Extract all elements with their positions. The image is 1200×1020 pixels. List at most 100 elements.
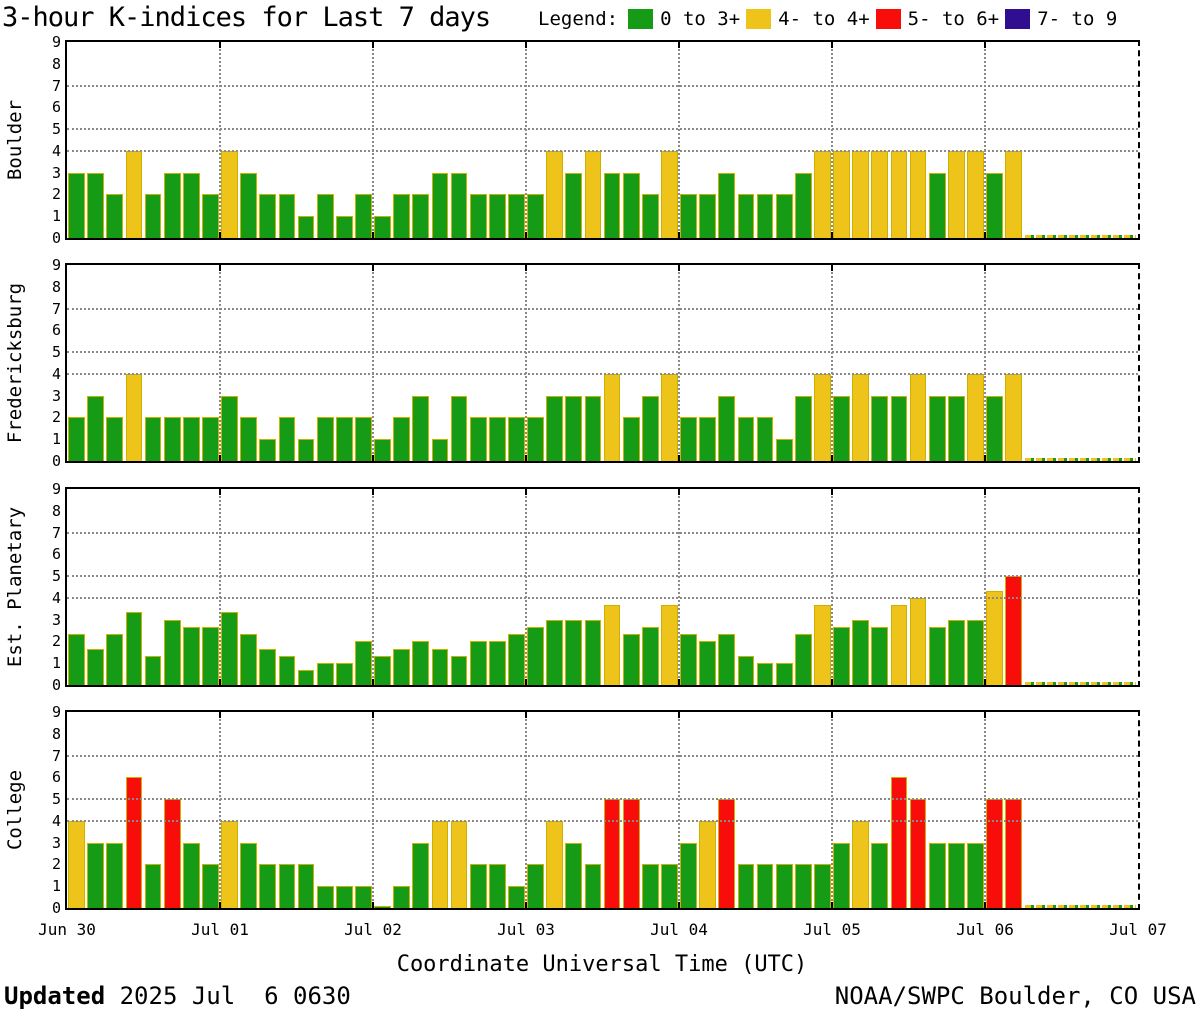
- k-index-bar: [756, 663, 774, 685]
- k-index-bar: [794, 395, 812, 461]
- k-index-bar: [909, 597, 927, 685]
- y-tick-label: 2: [51, 855, 61, 874]
- y-tick-label: 5: [51, 120, 61, 139]
- k-index-bar: [144, 194, 162, 238]
- day-tick: [831, 232, 833, 238]
- k-index-bar: [259, 864, 277, 908]
- panel-college: 9 8 7 6 5 4 3 2 1 0: [52, 704, 1140, 916]
- k-index-bar: [603, 605, 621, 685]
- k-index-bar: [584, 619, 602, 685]
- k-index-bar: [182, 626, 200, 685]
- k-index-bar: [316, 886, 334, 908]
- k-index-bar: [947, 619, 965, 685]
- k-index-bar: [335, 886, 353, 908]
- day-tick: [219, 455, 221, 461]
- k-index-bar: [871, 626, 889, 685]
- y-tick-label: 8: [51, 724, 61, 743]
- k-index-bar: [508, 417, 525, 461]
- k-index-bar: [163, 417, 181, 461]
- y-tick-label: 5: [51, 343, 61, 362]
- day-tick: [219, 679, 221, 685]
- day-tick: [372, 232, 374, 238]
- day-tick: [984, 232, 986, 238]
- day-tick: [831, 265, 833, 271]
- k-index-bar: [316, 194, 334, 238]
- k-index-bar: [393, 417, 411, 461]
- legend-label: Legend:: [538, 8, 619, 30]
- day-tick: [525, 902, 527, 908]
- ref-line-k4: [67, 819, 1138, 822]
- y-tick-label: 6: [51, 768, 61, 787]
- y-tick-label: 6: [51, 545, 61, 564]
- k-index-bar: [508, 886, 525, 908]
- k-index-bar: [68, 634, 85, 685]
- date-label: Jul 06: [956, 920, 1014, 939]
- k-index-bar: [278, 656, 296, 685]
- day-tick: [372, 42, 374, 48]
- y-tick-label: 7: [51, 746, 61, 765]
- k-index-bar: [871, 842, 889, 908]
- k-index-bar: [221, 612, 238, 685]
- k-index-bar: [565, 395, 583, 461]
- date-label: Jul 05: [803, 920, 861, 939]
- k-index-bar: [163, 799, 181, 908]
- y-tick-label: 3: [51, 610, 61, 629]
- k-index-bar: [240, 634, 258, 685]
- k-index-bar: [393, 194, 411, 238]
- k-index-bar: [890, 605, 908, 685]
- day-tick: [219, 232, 221, 238]
- legend-item-red: 5- to 6+: [875, 8, 999, 30]
- day-gridline: [678, 265, 680, 461]
- ref-line-k4: [67, 596, 1138, 599]
- date-label: Jul 04: [650, 920, 708, 939]
- day-tick: [984, 489, 986, 495]
- k-index-bar: [928, 395, 946, 461]
- day-gridline: [219, 265, 221, 461]
- y-tick-label: 3: [51, 386, 61, 405]
- k-index-bar: [680, 194, 697, 238]
- y-tick-label: 1: [51, 654, 61, 673]
- k-index-bar: [527, 864, 544, 908]
- ref-line-k7: [67, 754, 1138, 757]
- k-index-bar: [814, 605, 831, 685]
- k-index-bar: [890, 395, 908, 461]
- k-index-bar: [221, 395, 238, 461]
- y-tick-label: 2: [51, 185, 61, 204]
- legend-item-label: 7- to 9: [1037, 8, 1118, 30]
- k-index-bar: [431, 172, 449, 238]
- k-index-bar: [240, 842, 258, 908]
- k-index-bar: [661, 150, 678, 238]
- k-index-bar: [297, 439, 315, 461]
- k-index-bar: [87, 172, 105, 238]
- k-index-bar: [603, 799, 621, 908]
- k-index-bar: [144, 864, 162, 908]
- k-index-bar: [986, 799, 1003, 908]
- day-tick: [984, 265, 986, 271]
- k-index-bar: [182, 172, 200, 238]
- k-index-bar: [641, 864, 659, 908]
- k-index-bar: [603, 172, 621, 238]
- k-index-bar: [641, 395, 659, 461]
- k-index-bar: [565, 619, 583, 685]
- k-index-bar: [546, 820, 564, 908]
- k-index-bar: [450, 172, 468, 238]
- k-index-bar: [661, 864, 678, 908]
- k-index-bar: [814, 150, 831, 238]
- k-index-bar: [794, 172, 812, 238]
- day-tick: [984, 455, 986, 461]
- day-tick: [219, 42, 221, 48]
- k-index-bar: [278, 417, 296, 461]
- day-tick: [831, 902, 833, 908]
- day-gridline: [831, 42, 833, 238]
- day-gridline: [984, 712, 986, 908]
- k-index-bar: [182, 842, 200, 908]
- k-index-bar: [431, 439, 449, 461]
- day-tick: [678, 265, 680, 271]
- k-index-bar: [355, 194, 372, 238]
- plot-area-est-planetary: 9 8 7 6 5 4 3 2 1 0: [52, 481, 1138, 693]
- k-index-bar: [986, 590, 1003, 685]
- day-tick: [372, 902, 374, 908]
- k-index-bar: [737, 656, 755, 685]
- updated-value: 2025 Jul 6 0630: [105, 982, 351, 1010]
- k-index-bar: [565, 842, 583, 908]
